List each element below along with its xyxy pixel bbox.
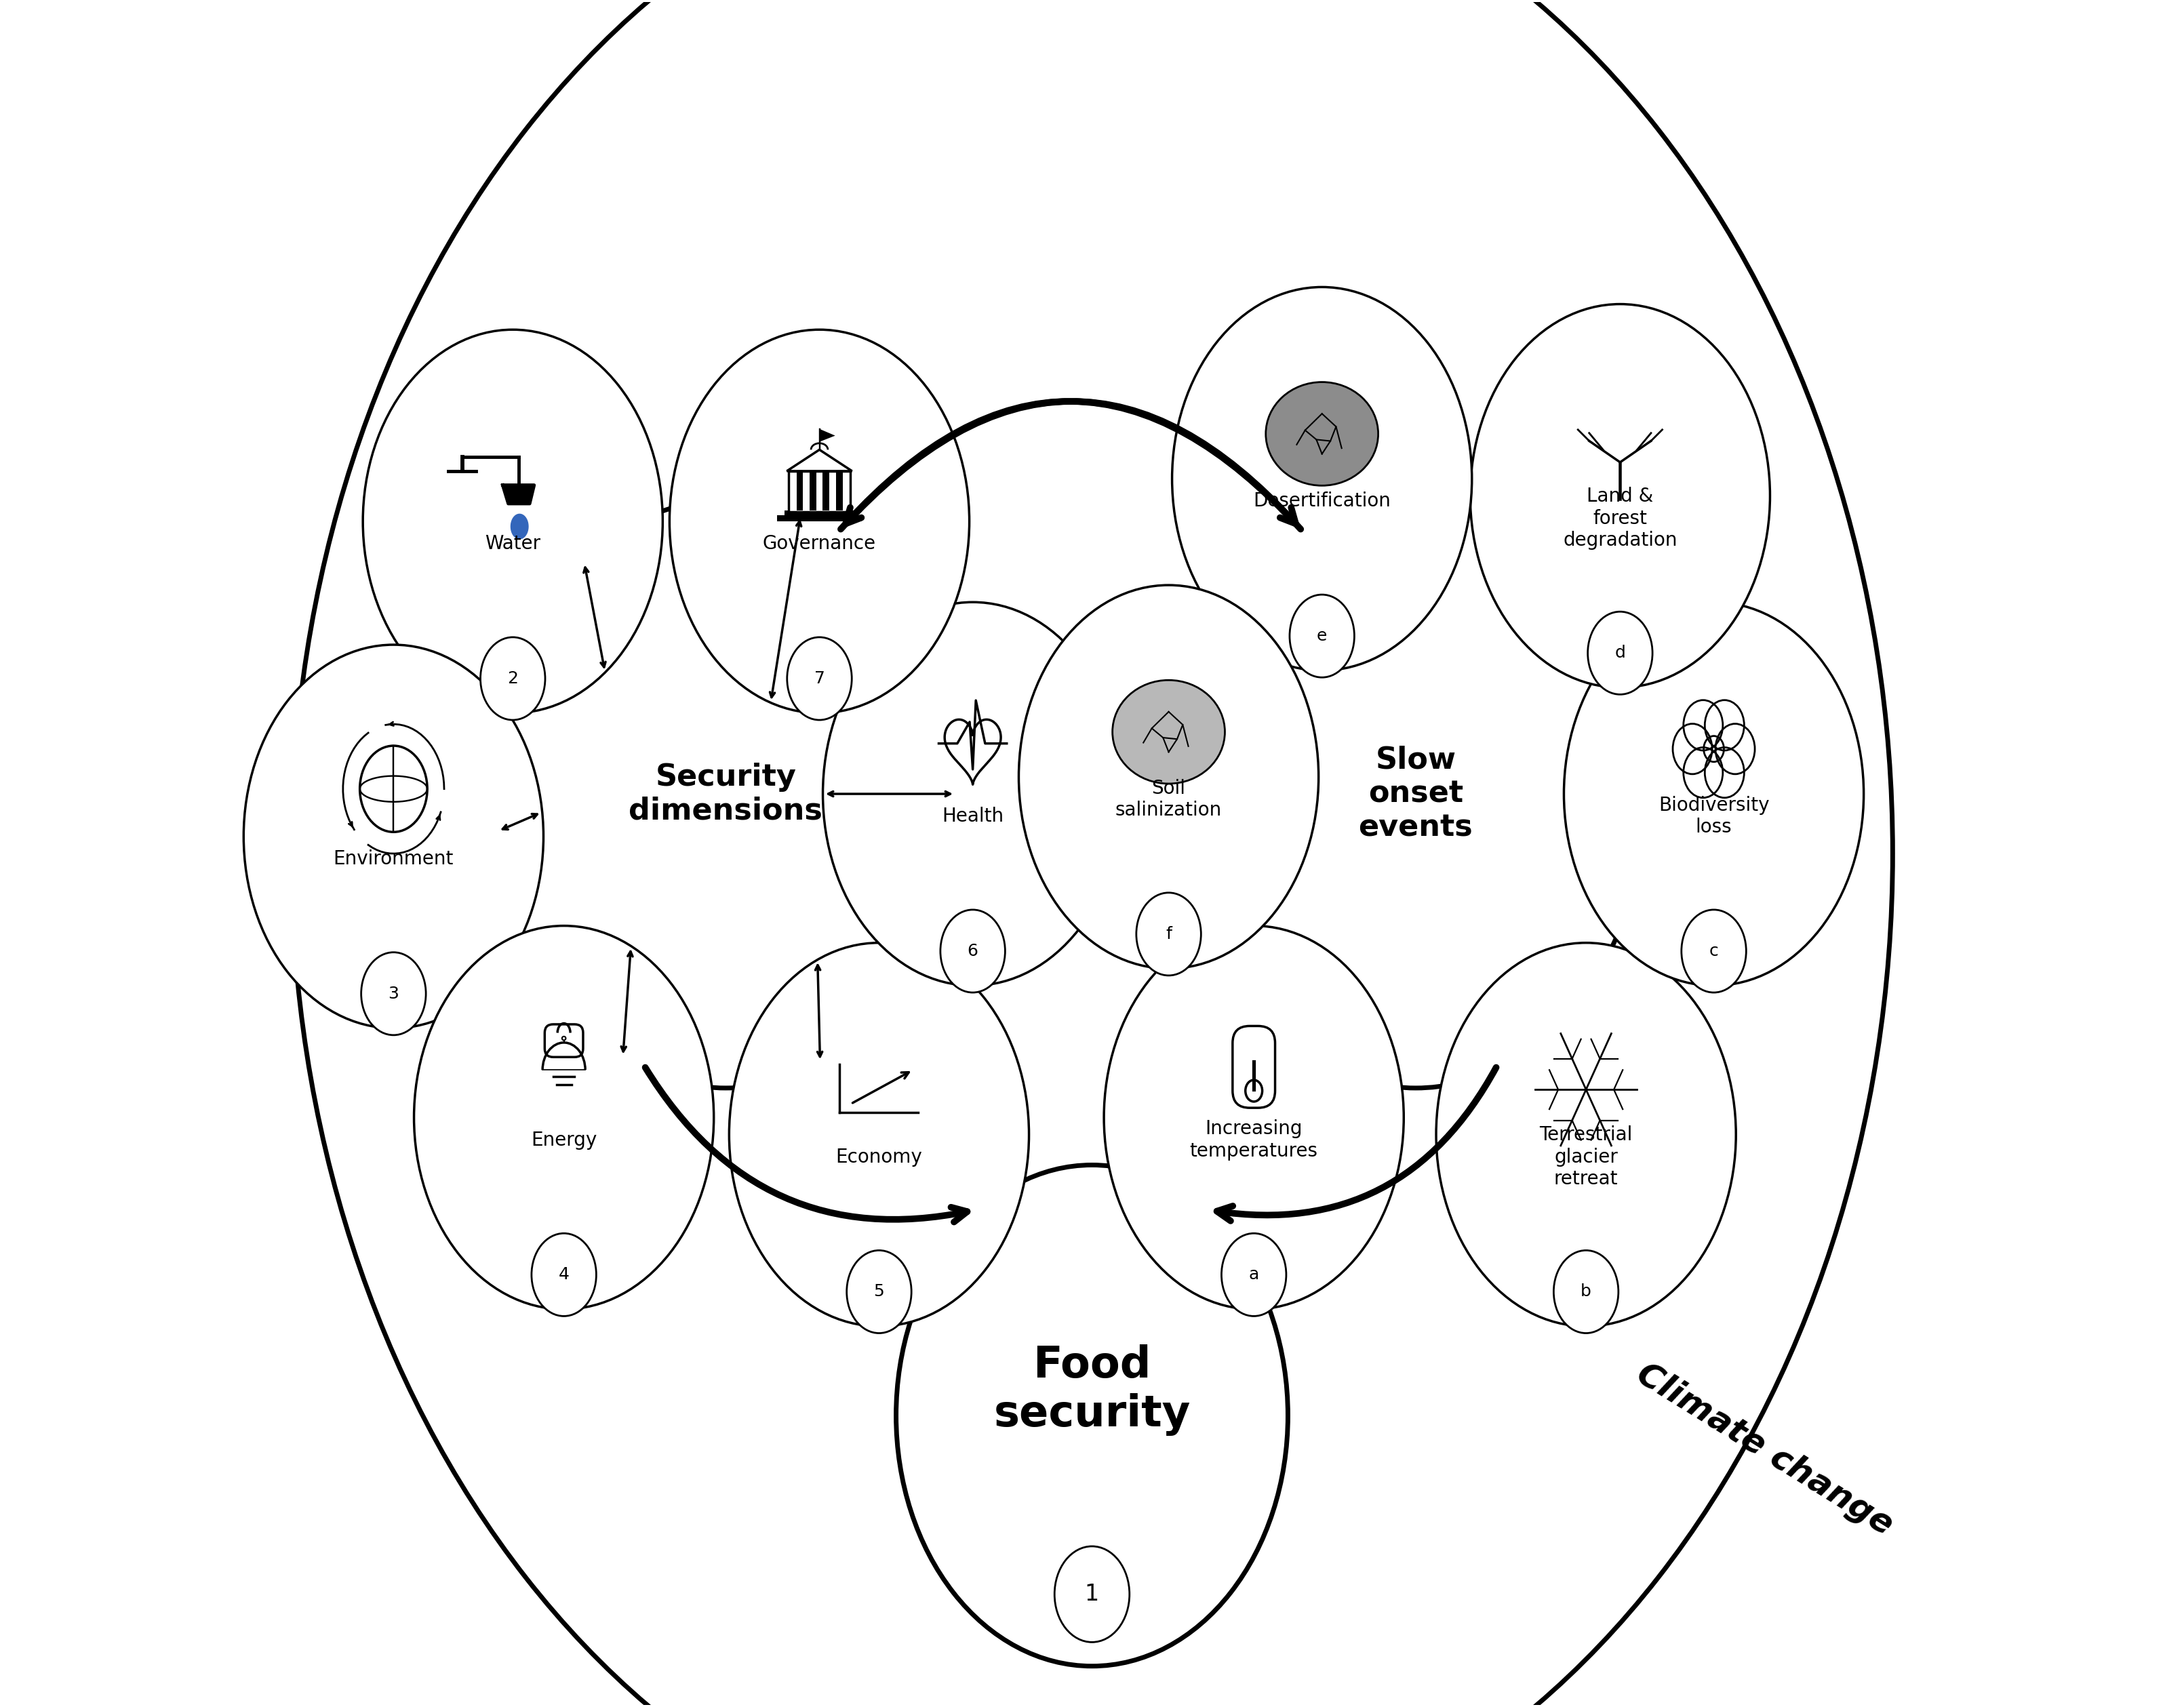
Ellipse shape bbox=[847, 1250, 911, 1333]
Text: 7: 7 bbox=[815, 671, 826, 686]
Ellipse shape bbox=[1173, 287, 1472, 671]
Bar bbox=[778, 516, 863, 522]
Bar bbox=[797, 473, 804, 510]
Ellipse shape bbox=[895, 1164, 1289, 1666]
Bar bbox=[823, 473, 830, 510]
Ellipse shape bbox=[360, 953, 426, 1034]
Ellipse shape bbox=[1055, 1547, 1129, 1642]
Ellipse shape bbox=[729, 942, 1029, 1326]
Text: Biodiversity
loss: Biodiversity loss bbox=[1658, 795, 1769, 836]
Ellipse shape bbox=[480, 637, 546, 720]
Text: b: b bbox=[1581, 1284, 1592, 1301]
Text: Economy: Economy bbox=[836, 1147, 922, 1166]
Text: d: d bbox=[1614, 645, 1625, 661]
Polygon shape bbox=[502, 485, 535, 504]
Text: Land &
forest
degradation: Land & forest degradation bbox=[1564, 486, 1677, 550]
Ellipse shape bbox=[363, 329, 662, 714]
Ellipse shape bbox=[290, 0, 1894, 1707]
Ellipse shape bbox=[1103, 925, 1404, 1309]
Text: 3: 3 bbox=[389, 985, 400, 1002]
Ellipse shape bbox=[1018, 586, 1319, 968]
Text: Governance: Governance bbox=[762, 534, 876, 553]
Text: Soil
salinization: Soil salinization bbox=[1116, 778, 1223, 819]
Ellipse shape bbox=[1470, 304, 1769, 688]
Text: c: c bbox=[1710, 942, 1719, 959]
Text: Climate change: Climate change bbox=[1631, 1357, 1898, 1541]
Ellipse shape bbox=[1267, 382, 1378, 485]
Text: 1: 1 bbox=[1085, 1582, 1099, 1605]
Ellipse shape bbox=[786, 637, 852, 720]
Text: Environment: Environment bbox=[334, 850, 454, 869]
Circle shape bbox=[561, 1036, 566, 1040]
Text: Terrestrial
glacier
retreat: Terrestrial glacier retreat bbox=[1540, 1125, 1634, 1188]
FancyBboxPatch shape bbox=[544, 1024, 583, 1057]
Bar bbox=[810, 473, 817, 510]
Ellipse shape bbox=[941, 910, 1005, 992]
Text: a: a bbox=[1249, 1267, 1258, 1284]
Text: Food
security: Food security bbox=[994, 1345, 1190, 1436]
Text: e: e bbox=[1317, 628, 1328, 644]
Polygon shape bbox=[819, 428, 834, 442]
Ellipse shape bbox=[1682, 910, 1747, 992]
Text: Increasing
temperatures: Increasing temperatures bbox=[1190, 1120, 1317, 1161]
Ellipse shape bbox=[1564, 603, 1863, 985]
Bar bbox=[836, 473, 843, 510]
Text: Health: Health bbox=[941, 807, 1005, 826]
Text: f: f bbox=[1166, 925, 1171, 942]
Ellipse shape bbox=[531, 1234, 596, 1316]
Ellipse shape bbox=[1221, 1234, 1286, 1316]
Ellipse shape bbox=[1553, 1250, 1618, 1333]
Ellipse shape bbox=[1437, 942, 1736, 1326]
Text: Energy: Energy bbox=[531, 1130, 596, 1149]
Text: Security
dimensions: Security dimensions bbox=[629, 763, 823, 826]
Text: 5: 5 bbox=[874, 1284, 885, 1301]
Text: 6: 6 bbox=[968, 942, 978, 959]
Polygon shape bbox=[511, 514, 529, 539]
Ellipse shape bbox=[823, 603, 1123, 985]
Ellipse shape bbox=[670, 329, 970, 714]
Ellipse shape bbox=[245, 645, 544, 1028]
Ellipse shape bbox=[1186, 500, 1647, 1087]
Text: Desertification: Desertification bbox=[1254, 492, 1391, 510]
Ellipse shape bbox=[1136, 893, 1201, 975]
Ellipse shape bbox=[1289, 594, 1354, 678]
Text: 4: 4 bbox=[559, 1267, 570, 1284]
Ellipse shape bbox=[496, 500, 957, 1087]
Bar bbox=[784, 510, 854, 516]
Text: Slow
onset
events: Slow onset events bbox=[1358, 746, 1472, 842]
Ellipse shape bbox=[415, 925, 714, 1309]
Bar bbox=[788, 471, 850, 512]
Text: 2: 2 bbox=[507, 671, 518, 686]
Polygon shape bbox=[786, 449, 852, 471]
Ellipse shape bbox=[1588, 611, 1653, 695]
Ellipse shape bbox=[1112, 679, 1225, 784]
Text: Water: Water bbox=[485, 534, 542, 553]
